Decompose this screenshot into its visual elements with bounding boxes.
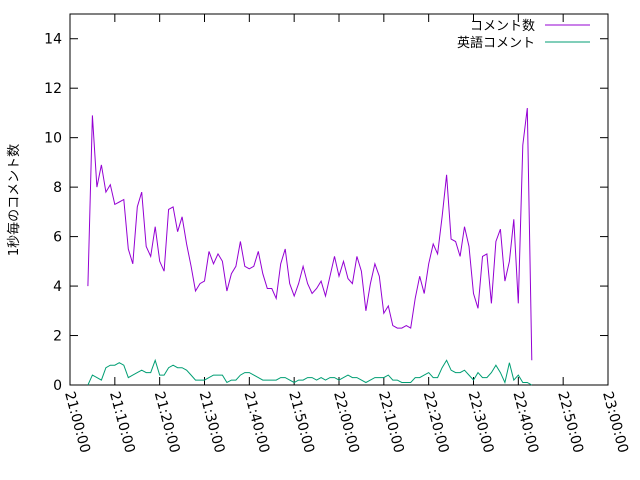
x-tick-label: 21:20:00 xyxy=(151,390,183,455)
y-axis-ticks: 0 2 4 6 8 10 12 14 xyxy=(44,32,608,394)
series-line-1 xyxy=(87,107,533,361)
y-tick-label: 4 xyxy=(53,279,62,295)
legend-label-2: 英語コメント xyxy=(457,35,535,51)
x-tick-label: 23:00:00 xyxy=(599,390,631,455)
x-axis-ticks: 21:00:00 21:10:00 21:20:00 21:30:00 21:40:00… xyxy=(61,14,631,455)
plot-border xyxy=(69,13,609,386)
x-tick-label: 21:10:00 xyxy=(106,390,138,455)
legend-label-1: コメント数 xyxy=(470,19,535,34)
y-tick-label: 8 xyxy=(53,180,62,196)
plot-frame xyxy=(69,13,609,386)
x-tick-label: 21:00:00 xyxy=(61,390,93,455)
x-tick-label: 22:10:00 xyxy=(375,390,407,455)
y-tick-label: 2 xyxy=(53,329,62,345)
x-tick-label: 21:40:00 xyxy=(240,390,272,455)
y-tick-label: 14 xyxy=(44,32,62,48)
x-tick-label: 22:20:00 xyxy=(420,390,452,455)
series-lines xyxy=(87,107,533,386)
y-tick-label: 0 xyxy=(53,378,62,394)
y-tick-label: 12 xyxy=(44,81,62,97)
x-tick-label: 21:50:00 xyxy=(285,390,317,455)
series-line-2 xyxy=(87,358,533,386)
x-tick-label: 22:00:00 xyxy=(330,390,362,455)
x-tick-label: 22:40:00 xyxy=(509,390,541,455)
y-tick-label: 10 xyxy=(44,131,62,147)
y-axis-label: 1秒毎のコメント数 xyxy=(6,144,22,256)
x-tick-label: 22:30:00 xyxy=(465,390,497,455)
x-tick-label: 22:50:00 xyxy=(554,390,586,455)
y-tick-label: 6 xyxy=(53,230,62,246)
x-tick-label: 21:30:00 xyxy=(196,390,228,455)
